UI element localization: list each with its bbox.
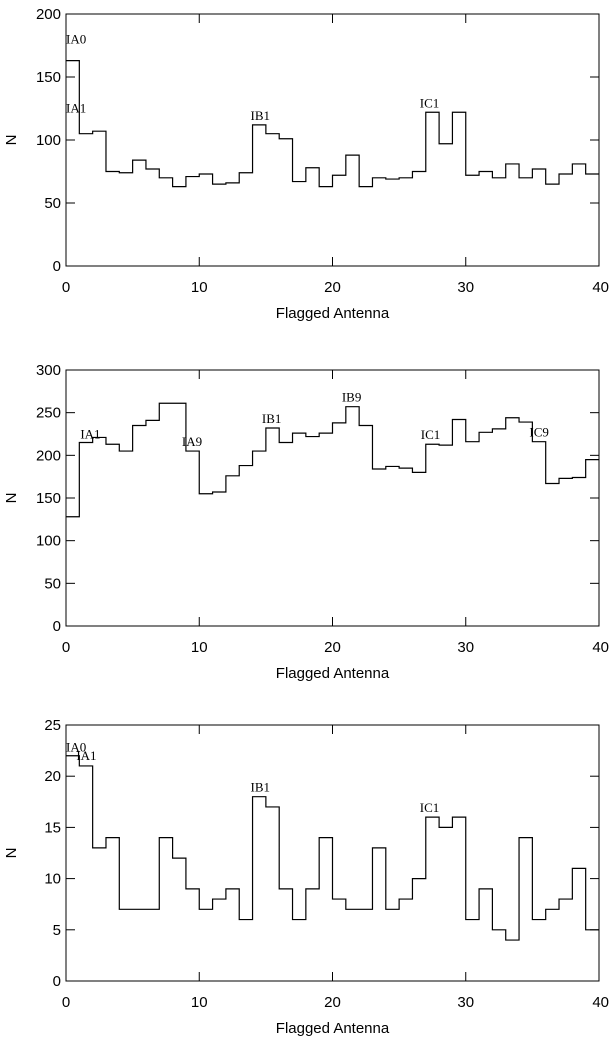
x-tick-label: 40 xyxy=(592,994,609,1011)
x-tick-label: 10 xyxy=(191,994,208,1011)
annotation-ic1: IC1 xyxy=(421,427,441,442)
x-axis-title: Flagged Antenna xyxy=(276,665,390,682)
annotation-ia9: IA9 xyxy=(182,434,202,449)
x-axis-title: Flagged Antenna xyxy=(276,1020,390,1037)
y-tick-label: 100 xyxy=(36,533,61,550)
y-axis-title: N xyxy=(3,493,20,504)
y-tick-label: 50 xyxy=(44,575,61,592)
x-tick-label: 0 xyxy=(62,279,70,296)
x-tick-label: 0 xyxy=(62,639,70,656)
y-tick-label: 0 xyxy=(53,258,61,275)
annotation-ib9: IB9 xyxy=(342,390,362,405)
x-tick-label: 40 xyxy=(592,639,609,656)
chart-panel-1: 0 50 100 150 200 0 10 20 30 40 Flagged Antenna N IA0… xyxy=(3,6,609,322)
x-tick-label: 10 xyxy=(191,639,208,656)
y-tick-label: 10 xyxy=(44,871,61,888)
x-tick-label: 20 xyxy=(324,994,341,1011)
y-tick-label: 0 xyxy=(53,973,61,990)
x-tick-label: 30 xyxy=(457,279,474,296)
y-tick-label: 50 xyxy=(44,195,61,212)
histogram-step-line xyxy=(66,402,599,518)
annotation-ic1: IC1 xyxy=(420,800,440,815)
annotation-ic1: IC1 xyxy=(420,95,440,110)
histogram-step-line xyxy=(66,755,599,941)
annotation-ia0: IA0 xyxy=(66,32,86,47)
x-tick-label: 20 xyxy=(324,639,341,656)
y-tick-label: 5 xyxy=(53,922,61,939)
annotation-ib1: IB1 xyxy=(262,411,282,426)
y-axis-title: N xyxy=(3,848,20,859)
x-tick-label: 30 xyxy=(457,639,474,656)
y-tick-label: 250 xyxy=(36,405,61,422)
x-tick-label: 40 xyxy=(592,279,609,296)
plot-frame xyxy=(65,13,600,267)
y-tick-label: 150 xyxy=(36,490,61,507)
histogram-step-line xyxy=(66,60,599,188)
x-tick-label: 30 xyxy=(457,994,474,1011)
x-tick-label: 10 xyxy=(191,279,208,296)
annotation-ia1: IA1 xyxy=(80,427,100,442)
x-tick-label: 0 xyxy=(62,994,70,1011)
y-tick-label: 300 xyxy=(36,362,61,379)
y-tick-label: 200 xyxy=(36,6,61,23)
y-tick-label: 200 xyxy=(36,447,61,464)
y-tick-label: 150 xyxy=(36,69,61,86)
annotation-ia1: IA1 xyxy=(66,101,86,116)
annotation-ib1: IB1 xyxy=(251,108,270,123)
x-axis-title: Flagged Antenna xyxy=(276,305,390,322)
annotation-ic9: IC9 xyxy=(529,425,549,440)
x-tick-label: 20 xyxy=(324,279,341,296)
y-tick-label: 25 xyxy=(44,717,61,734)
y-tick-label: 0 xyxy=(53,618,61,635)
y-tick-label: 20 xyxy=(44,768,61,785)
chart-panel-3: 0 5 10 15 20 25 0 10 20 30 40 Flagged Antenna N IA0IA… xyxy=(3,717,609,1037)
y-tick-label: 100 xyxy=(36,132,61,149)
annotation-ia0: IA0 xyxy=(66,740,86,755)
plot-frame xyxy=(65,369,600,627)
annotation-ib1: IB1 xyxy=(251,780,270,795)
y-tick-label: 15 xyxy=(44,819,61,836)
y-axis-title: N xyxy=(3,135,20,146)
annotation-ia1: IA1 xyxy=(76,748,96,763)
chart-panel-2: 0 50 100 150 200 250 300 0 10 20 30 40 Flagged Anten… xyxy=(3,362,609,682)
